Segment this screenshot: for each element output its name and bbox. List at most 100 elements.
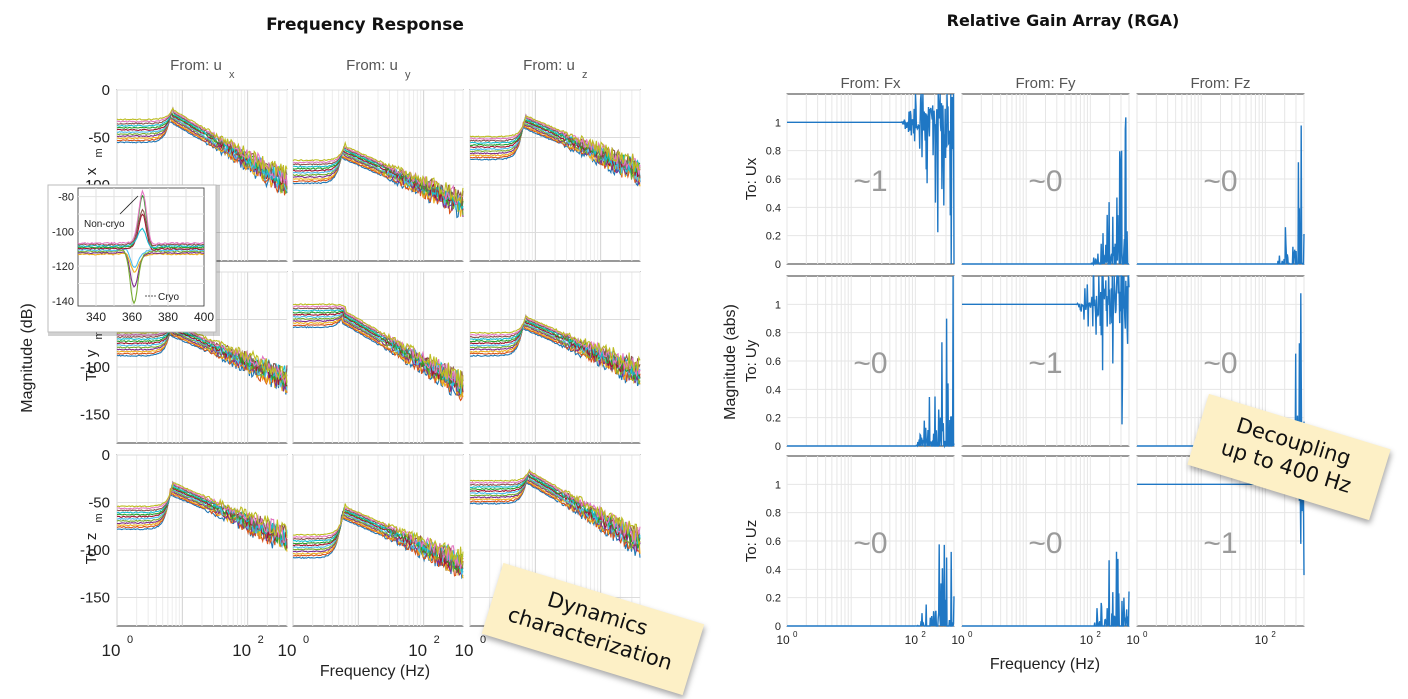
rga-ytick-label: 0.6 bbox=[766, 536, 781, 548]
fr-ytick-label: -50 bbox=[88, 495, 110, 512]
rga-subplot: ~0 bbox=[786, 455, 955, 627]
fr-series-line bbox=[116, 107, 288, 186]
rga-xtick-exp: 0 bbox=[968, 630, 973, 639]
fr-series-line bbox=[292, 140, 464, 204]
fr-row-label: To: z bbox=[83, 533, 100, 565]
rga-cell-value: ~1 bbox=[1028, 347, 1062, 380]
inset-arrow-noncryo bbox=[119, 195, 139, 215]
fr-series-line bbox=[116, 324, 288, 391]
rga-row-header: To: Uz bbox=[743, 520, 760, 563]
inset-ytick-label: -120 bbox=[52, 261, 74, 273]
fr-series-line bbox=[469, 315, 641, 372]
rga-series-line bbox=[787, 93, 955, 265]
fr-ytick-label: -100 bbox=[80, 359, 110, 376]
rga-series-line bbox=[962, 275, 1130, 425]
rga-col-header: From: Fy bbox=[1016, 75, 1076, 92]
rga-cell-value: ~0 bbox=[853, 527, 887, 560]
fr-series-line bbox=[469, 319, 641, 381]
fr-xtick-label: 10 bbox=[232, 641, 251, 660]
rga-xtick-label: 10 bbox=[951, 633, 965, 647]
rga-ylabel: Magnitude (abs) bbox=[722, 304, 739, 420]
fr-series-line bbox=[469, 118, 641, 182]
rga-cell-value: ~0 bbox=[1203, 165, 1237, 198]
left-chart-title: Frequency Response bbox=[266, 15, 464, 35]
inset-series-line bbox=[77, 208, 205, 247]
rga-series-line bbox=[787, 544, 955, 627]
fr-col-header: From: u bbox=[346, 57, 398, 74]
rga-col-header: From: Fz bbox=[1191, 75, 1251, 92]
fr-row-label-sub: m bbox=[93, 330, 105, 339]
rga-ytick-label: 0.8 bbox=[766, 508, 781, 520]
fr-col-header-sub: y bbox=[405, 69, 411, 81]
fr-xtick-label: 10 bbox=[455, 641, 474, 660]
fr-series-line bbox=[117, 482, 288, 543]
rga-cell-value: ~0 bbox=[853, 347, 887, 380]
fr-series-line bbox=[469, 469, 641, 545]
inset-ytick-label: -140 bbox=[52, 296, 74, 308]
inset-label-cryo: Cryo bbox=[158, 292, 180, 303]
fr-series-line bbox=[469, 472, 641, 545]
rga-subplot: ~0 bbox=[1136, 93, 1305, 265]
rga-ytick-label: 0.8 bbox=[766, 146, 781, 158]
fr-series-line bbox=[116, 329, 288, 388]
fr-series-line bbox=[292, 503, 464, 565]
rga-subplot: ~0 bbox=[786, 275, 955, 449]
rga-subplot: ~0 bbox=[961, 455, 1130, 627]
rga-xtick-label: 10 bbox=[905, 633, 919, 647]
inset-ytick-label: -80 bbox=[58, 192, 74, 204]
fr-series-line bbox=[116, 107, 288, 180]
rga-ytick-label: 0.4 bbox=[766, 202, 781, 214]
fr-col-header-sub: z bbox=[582, 69, 588, 81]
rga-xtick-exp: 0 bbox=[1143, 630, 1148, 639]
fr-subplot bbox=[292, 454, 464, 627]
rga-ytick-label: 0.6 bbox=[766, 174, 781, 186]
rga-ytick-label: 0.4 bbox=[766, 564, 781, 576]
fr-series-line bbox=[469, 115, 641, 173]
fr-ytick-label: -150 bbox=[80, 590, 110, 607]
fr-col-header: From: u bbox=[170, 57, 222, 74]
fr-series-line bbox=[469, 123, 641, 186]
fr-subplot bbox=[292, 89, 464, 262]
fr-series-line bbox=[292, 515, 464, 579]
rga-ytick-label: 0 bbox=[775, 441, 781, 453]
fr-series-line bbox=[116, 482, 288, 539]
rga-row-header: To: Uy bbox=[743, 339, 760, 382]
rga-xtick-label: 10 bbox=[1080, 633, 1094, 647]
fr-ytick-label: -150 bbox=[80, 407, 110, 424]
inset-xtick-label: 340 bbox=[86, 310, 106, 324]
rga-xtick-exp: 0 bbox=[793, 630, 798, 639]
rga-ytick-label: 0.2 bbox=[766, 593, 781, 605]
rga-series-line bbox=[787, 275, 955, 449]
fr-series-line bbox=[469, 315, 641, 378]
rga-series-line bbox=[962, 117, 1129, 267]
rga-cell-value: ~0 bbox=[1028, 165, 1062, 198]
fr-subplot bbox=[292, 271, 464, 444]
rga-subplot: ~1 bbox=[961, 275, 1130, 447]
rga-subplot: ~0 bbox=[961, 93, 1130, 267]
rga-ytick-label: 1 bbox=[775, 299, 781, 311]
rga-ytick-label: 1 bbox=[775, 117, 781, 129]
rga-ytick-label: 0.2 bbox=[766, 413, 781, 425]
rga-xtick-exp: 2 bbox=[921, 630, 926, 639]
fr-xtick-exp: 0 bbox=[480, 634, 486, 646]
fr-ytick-label: 0 bbox=[102, 447, 110, 464]
fr-series-line bbox=[292, 516, 464, 577]
rga-cell-value: ~1 bbox=[853, 165, 887, 198]
fr-series-line bbox=[292, 311, 464, 393]
fr-series-line bbox=[116, 320, 288, 381]
rga-ytick-label: 1 bbox=[775, 479, 781, 491]
rga-ytick-label: 0 bbox=[775, 259, 781, 271]
fr-row-label-sub: m bbox=[93, 148, 105, 157]
inset-ytick-label: -100 bbox=[52, 226, 74, 238]
fr-col-header-sub: x bbox=[229, 69, 235, 81]
inset-series-line bbox=[77, 227, 205, 249]
rga-ytick-label: 0.4 bbox=[766, 384, 781, 396]
fr-ytick-label: 0 bbox=[102, 82, 110, 99]
fr-xtick-exp: 0 bbox=[303, 634, 309, 646]
fr-subplot bbox=[469, 271, 641, 444]
fr-series-line bbox=[292, 508, 464, 570]
inset-series-line bbox=[77, 213, 204, 251]
rga-ytick-label: 0.2 bbox=[766, 231, 781, 243]
fr-ytick-label: -100 bbox=[80, 542, 110, 559]
fr-xtick-label: 10 bbox=[102, 641, 121, 660]
